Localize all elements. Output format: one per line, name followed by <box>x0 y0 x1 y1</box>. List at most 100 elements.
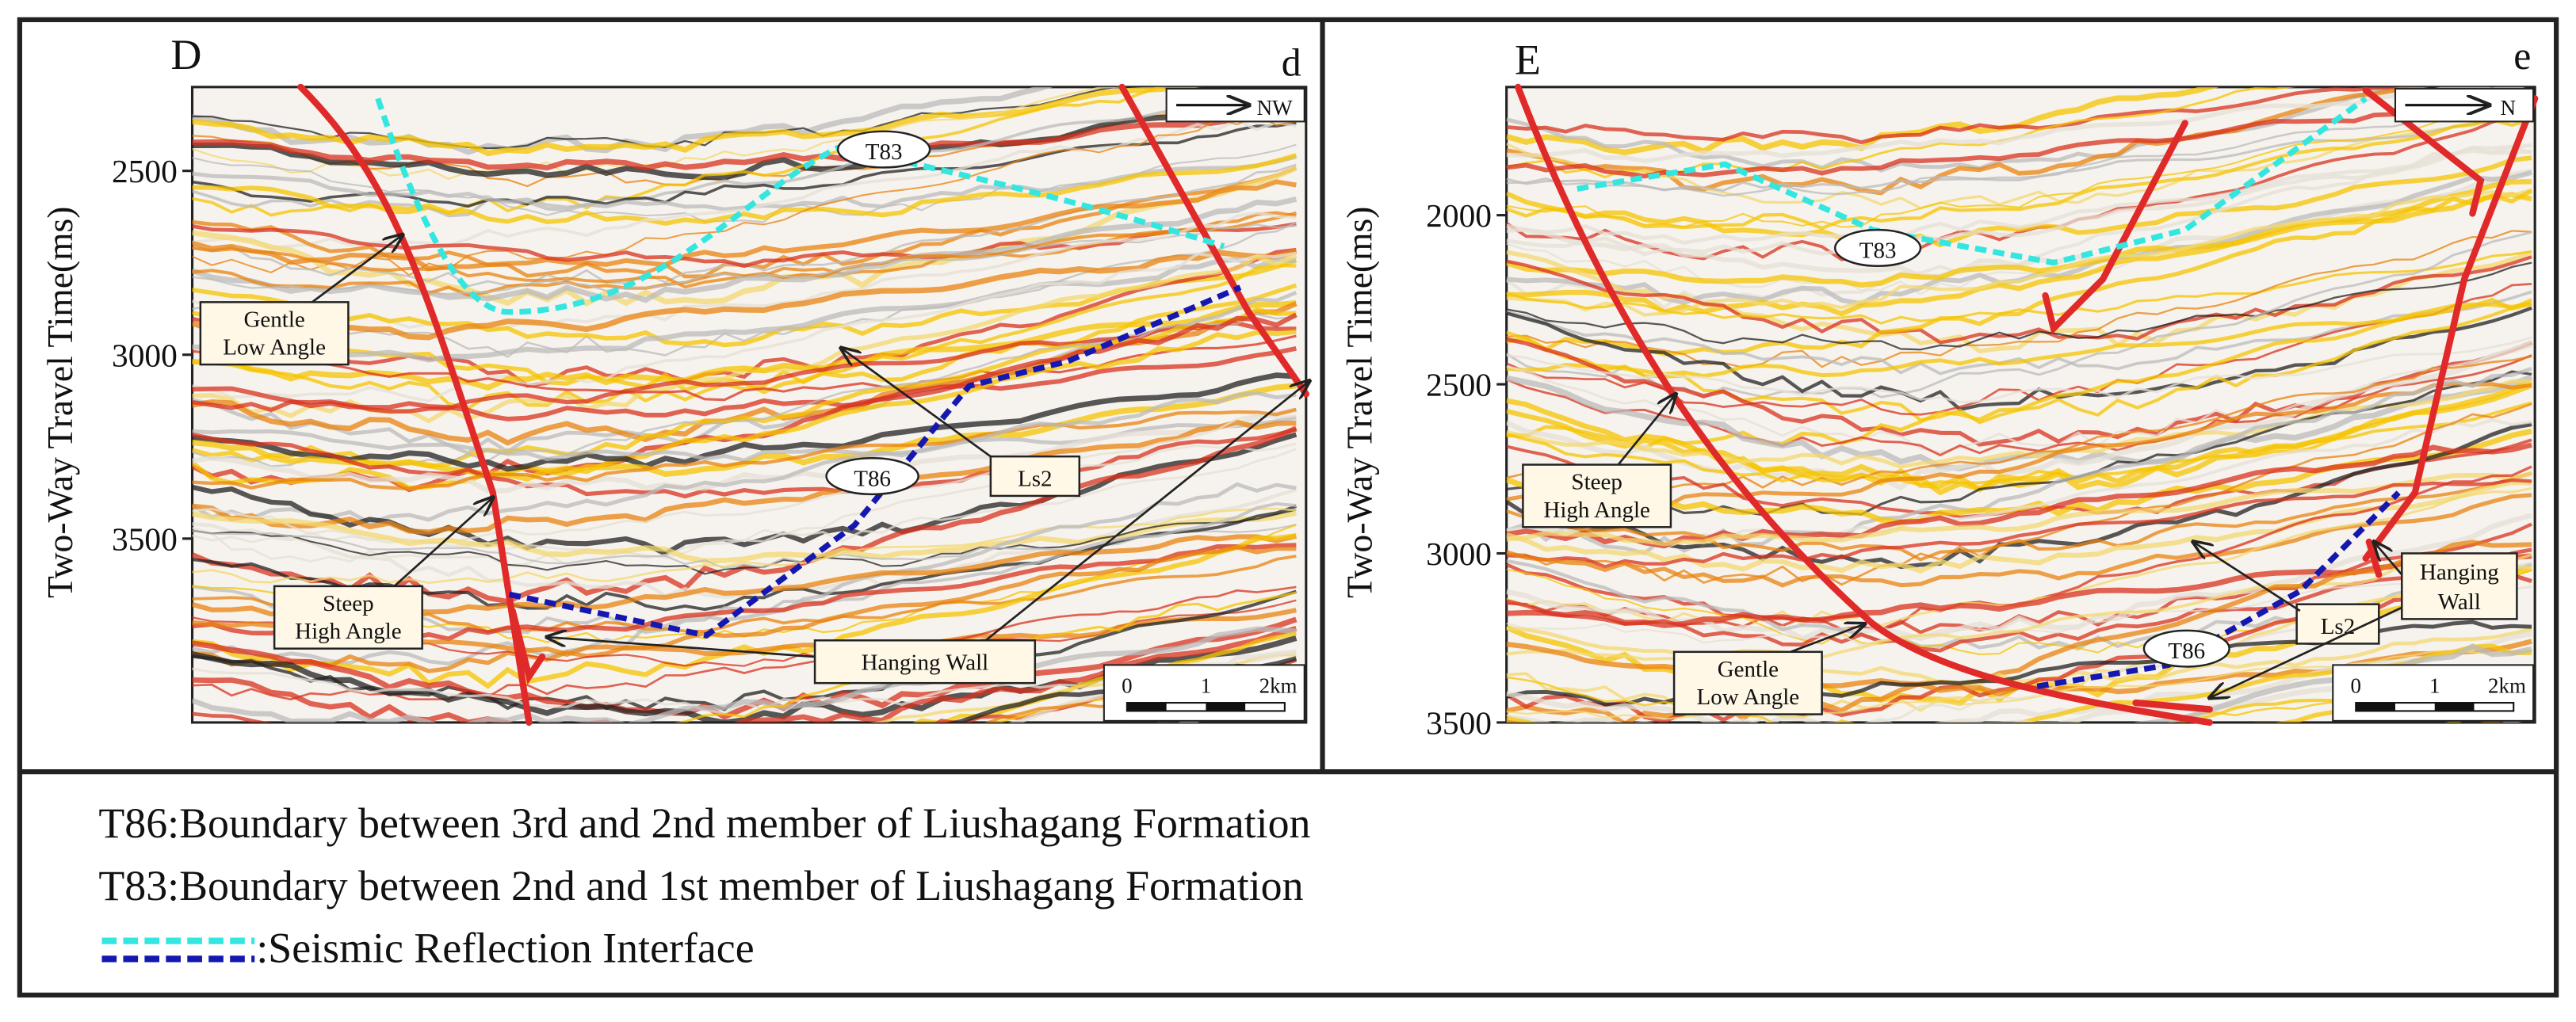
seismic-reflector <box>192 482 1297 666</box>
panel-letter: E <box>1515 36 1541 83</box>
arrow <box>1790 624 1864 654</box>
callout-text: Gentle <box>1718 657 1779 682</box>
seismic-reflector <box>1506 478 2532 569</box>
horizon-t86 <box>2036 490 2401 689</box>
seismic-reflector <box>192 106 1297 171</box>
seismic-reflector <box>192 442 1297 545</box>
seismic-reflector <box>1506 471 2532 562</box>
seismic-reflector <box>192 488 1297 599</box>
seismic-reflector <box>1506 101 2532 210</box>
seismic-reflector <box>192 532 1297 689</box>
seismic-reflector <box>192 163 1297 288</box>
label-box <box>199 301 350 366</box>
arrow <box>311 235 403 303</box>
seismic-reflector <box>1506 188 2532 317</box>
seismic-reflector <box>1506 118 2532 193</box>
seismic-reflector <box>1506 255 2532 345</box>
callout-text: High Angle <box>1543 498 1650 523</box>
horizon-label: T86 <box>2168 639 2205 664</box>
seismic-reflector <box>192 94 1297 218</box>
seismic-reflector <box>1105 673 1298 723</box>
seismic-reflector <box>1506 230 2532 369</box>
seismic-reflector <box>192 165 1298 307</box>
seismic-reflector <box>1506 301 2532 379</box>
arrow <box>2193 542 2301 612</box>
horizon-t86 <box>508 284 1242 639</box>
seismic-reflector <box>192 616 1298 720</box>
y-axis-label: Two-Way Travel Time(ms) <box>40 207 80 599</box>
arrow <box>2374 542 2403 576</box>
arrow <box>2210 606 2402 698</box>
label-bubble <box>825 457 919 496</box>
arrow <box>984 381 1309 642</box>
seismic-reflector <box>192 222 1297 269</box>
callout-text: Steep <box>323 591 373 616</box>
callout-text: Wall <box>2438 589 2481 615</box>
seismic-reflector <box>192 256 1297 363</box>
legend-text: T83:Boundary between 2nd and 1st member … <box>98 862 1303 910</box>
seismic-reflector <box>1506 480 2532 574</box>
direction-label: N <box>2501 96 2516 120</box>
callout-text: High Angle <box>295 619 402 644</box>
horizon-t83 <box>375 97 1225 315</box>
label-box <box>1672 650 1823 715</box>
seismic-reflector <box>192 427 1297 499</box>
label-bubble <box>836 130 931 169</box>
legend: T86:Boundary between 3rd and 2nd member … <box>98 799 1310 972</box>
callout-text: Steep <box>1571 470 1622 495</box>
arrow <box>841 348 992 458</box>
legend-text: T86:Boundary between 3rd and 2nd member … <box>98 799 1310 847</box>
outer-frame <box>17 17 2559 998</box>
horizon-label: T83 <box>866 139 903 165</box>
seismic-reflector <box>1506 381 2532 513</box>
horizon-t83 <box>1577 96 2368 266</box>
seismic-reflector <box>192 585 1297 701</box>
seismic-reflector <box>192 86 1202 157</box>
seismic-reflector <box>192 86 1127 180</box>
seismic-reflector <box>192 251 1297 403</box>
seismic-reflector <box>192 345 1297 421</box>
panel-d: D d NW Two-Way Travel Time(ms) T83 T86 L… <box>40 31 1309 726</box>
seismic-reflector <box>192 118 1297 250</box>
legend-text: :Seismic Reflection Interface <box>256 925 754 972</box>
seismic-reflector <box>192 505 1298 612</box>
label-box <box>813 639 1037 685</box>
seismic-reflector <box>1506 117 2532 231</box>
scale-label: 2km <box>2488 674 2526 698</box>
horizon-label: T86 <box>854 466 891 491</box>
callout-text: Hanging <box>2420 560 2499 585</box>
label-box <box>989 455 1081 498</box>
seismic-reflector <box>192 626 1297 723</box>
seismic-reflector <box>1506 422 2532 570</box>
seismic-reflector <box>1506 155 2532 248</box>
label-box <box>273 585 423 650</box>
seismic-reflector <box>192 509 1297 575</box>
seismic-reflector <box>192 545 1297 673</box>
scale-bar: 0 1 2km <box>1103 664 1305 722</box>
seismic-reflector <box>192 247 1297 388</box>
seismic-reflector <box>192 263 1297 410</box>
seismic-reflector <box>1506 86 2414 145</box>
y-tick-label: 3500 <box>112 521 178 557</box>
panel-sublabel: d <box>1282 40 1301 84</box>
seismic-reflector <box>192 114 1297 276</box>
seismic-reflector <box>1506 471 2532 547</box>
seismic-reflector <box>1506 192 2532 288</box>
seismic-reflector <box>1506 336 2532 404</box>
arrow <box>393 498 492 587</box>
seismic-reflector <box>192 334 1297 402</box>
seismic-reflector <box>674 591 1297 723</box>
horizon-label: T83 <box>1859 238 1897 263</box>
panel-e: E e N Two-Way Travel Time(ms) T83 T86 Ls… <box>1340 34 2539 741</box>
label-box <box>1522 463 1672 528</box>
seismic-reflector <box>192 407 1297 490</box>
scale-label: 1 <box>1201 674 1211 698</box>
y-axis-label: Two-Way Travel Time(ms) <box>1340 207 1380 599</box>
panel-sublabel: e <box>2513 34 2531 78</box>
label-bubble <box>2142 629 2230 668</box>
fault <box>1515 83 2213 726</box>
seismic-reflector <box>1506 401 2532 486</box>
y-tick-label: 3500 <box>1426 704 1492 741</box>
